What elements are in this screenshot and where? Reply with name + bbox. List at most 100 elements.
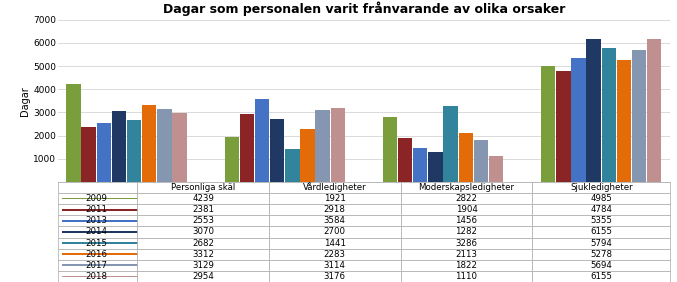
Bar — [571, 58, 586, 182]
Text: 2016: 2016 — [85, 250, 107, 259]
Bar — [315, 110, 330, 182]
Bar — [62, 253, 148, 255]
Bar — [429, 152, 443, 182]
Bar — [602, 48, 616, 182]
Text: 4784: 4784 — [590, 205, 612, 214]
Bar — [330, 108, 345, 182]
Bar — [137, 260, 269, 271]
Bar — [62, 220, 148, 222]
Text: 5694: 5694 — [590, 261, 612, 270]
Text: 1110: 1110 — [456, 272, 477, 281]
Bar — [157, 109, 172, 182]
Text: Vårdledigheter: Vårdledigheter — [303, 182, 367, 192]
Text: 2014: 2014 — [85, 228, 107, 236]
Text: 4239: 4239 — [192, 194, 214, 203]
Bar — [58, 215, 137, 226]
Text: 2954: 2954 — [192, 272, 214, 281]
Bar — [58, 226, 137, 237]
Bar — [383, 116, 397, 182]
Bar — [66, 84, 81, 182]
Bar — [532, 260, 670, 271]
Bar — [97, 123, 111, 182]
Bar — [137, 182, 269, 193]
Bar — [137, 249, 269, 260]
Bar — [532, 215, 670, 226]
Bar — [62, 198, 148, 199]
Text: 1904: 1904 — [456, 205, 477, 214]
Text: 3114: 3114 — [324, 261, 346, 270]
Bar — [269, 237, 401, 249]
Bar — [58, 193, 137, 204]
Text: Sjukledigheter: Sjukledigheter — [570, 183, 632, 192]
Text: 2918: 2918 — [324, 205, 346, 214]
Bar — [532, 226, 670, 237]
Text: 3312: 3312 — [192, 250, 214, 259]
Bar — [532, 249, 670, 260]
Bar — [269, 182, 401, 193]
Bar — [269, 260, 401, 271]
Bar — [270, 119, 284, 182]
Text: 3129: 3129 — [192, 261, 214, 270]
Bar — [532, 182, 670, 193]
Bar — [58, 204, 137, 215]
Text: 1456: 1456 — [456, 216, 477, 225]
Bar — [401, 193, 532, 204]
Bar — [401, 249, 532, 260]
Bar — [58, 182, 137, 193]
Text: 2018: 2018 — [85, 272, 107, 281]
Bar — [541, 67, 555, 182]
Bar — [225, 137, 239, 182]
Bar — [137, 204, 269, 215]
Bar — [532, 237, 670, 249]
Bar — [401, 226, 532, 237]
Bar — [532, 271, 670, 282]
Bar — [173, 113, 187, 182]
Text: 1921: 1921 — [324, 194, 346, 203]
Text: 5794: 5794 — [590, 239, 612, 248]
Bar — [269, 249, 401, 260]
Bar — [269, 271, 401, 282]
Bar — [137, 226, 269, 237]
Text: 2017: 2017 — [85, 261, 107, 270]
Text: 3286: 3286 — [456, 239, 477, 248]
Bar — [269, 226, 401, 237]
Bar — [137, 237, 269, 249]
Bar — [62, 209, 148, 211]
Bar — [301, 129, 315, 182]
Bar — [269, 193, 401, 204]
Bar — [62, 231, 148, 233]
Bar — [137, 271, 269, 282]
Text: 4985: 4985 — [590, 194, 612, 203]
Bar — [489, 156, 503, 182]
Text: 3176: 3176 — [324, 272, 346, 281]
Bar — [142, 105, 156, 182]
Text: 2283: 2283 — [324, 250, 346, 259]
Bar — [58, 260, 137, 271]
Text: 2009: 2009 — [85, 194, 107, 203]
Bar — [617, 60, 631, 182]
Text: 2381: 2381 — [192, 205, 214, 214]
Bar — [647, 39, 661, 182]
Bar — [58, 271, 137, 282]
Text: 2013: 2013 — [85, 216, 107, 225]
Bar — [112, 111, 126, 182]
Text: 3070: 3070 — [192, 228, 214, 236]
Bar — [240, 114, 254, 182]
Text: 2113: 2113 — [456, 250, 477, 259]
Bar — [81, 127, 96, 182]
Text: 3584: 3584 — [324, 216, 346, 225]
Bar — [127, 120, 141, 182]
Bar — [62, 265, 148, 266]
Bar — [269, 215, 401, 226]
Bar — [255, 99, 269, 182]
Text: 2700: 2700 — [324, 228, 346, 236]
Text: 2011: 2011 — [85, 205, 107, 214]
Bar — [58, 237, 137, 249]
Text: 2822: 2822 — [456, 194, 477, 203]
Bar — [401, 237, 532, 249]
Text: 1441: 1441 — [324, 239, 346, 248]
Bar — [62, 242, 148, 244]
Bar — [532, 204, 670, 215]
Text: 5355: 5355 — [590, 216, 612, 225]
Text: 2553: 2553 — [192, 216, 214, 225]
